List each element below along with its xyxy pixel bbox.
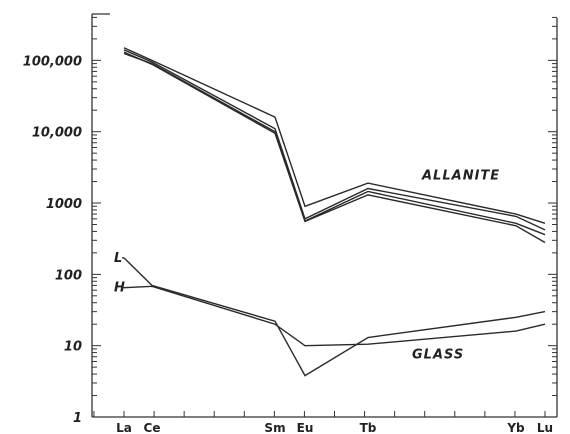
series-label-h: H — [114, 281, 126, 296]
y-tick-label: 100,000 — [23, 54, 82, 69]
series-label-l: L — [114, 251, 123, 266]
y-tick-label: 1 — [73, 411, 82, 426]
y-tick-labels: 1 10 100 1000 10,000 100,000 — [23, 54, 82, 426]
allanite-series-line — [123, 51, 546, 244]
x-tick-label-yb: Yb — [506, 421, 525, 434]
glass-series-line — [123, 257, 546, 377]
x-tick-labels: La Ce Sm Eu Tb Yb Lu — [116, 421, 553, 434]
y-tick-label: 100 — [55, 268, 82, 283]
ticks — [92, 16, 557, 418]
allanite-series-line — [123, 49, 546, 231]
x-tick-label-ce: Ce — [144, 421, 161, 434]
annotation-glass: GLASS — [412, 348, 464, 363]
annotations: ALLANITE GLASS — [412, 169, 500, 363]
y-tick-label: 1000 — [46, 197, 82, 212]
axes — [91, 13, 558, 418]
y-tick-label: 10 — [64, 340, 82, 355]
allanite-series-line — [123, 47, 546, 224]
x-tick-label-lu: Lu — [537, 421, 553, 434]
y-tick-label: 10,000 — [32, 126, 82, 141]
x-tick-label-la: La — [116, 421, 132, 434]
x-tick-label-sm: Sm — [264, 421, 285, 434]
annotation-allanite: ALLANITE — [421, 169, 500, 184]
x-tick-label-eu: Eu — [297, 421, 314, 434]
series-lines: LH — [114, 47, 546, 377]
x-tick-label-tb: Tb — [360, 421, 377, 434]
glass-series-line — [123, 285, 546, 347]
